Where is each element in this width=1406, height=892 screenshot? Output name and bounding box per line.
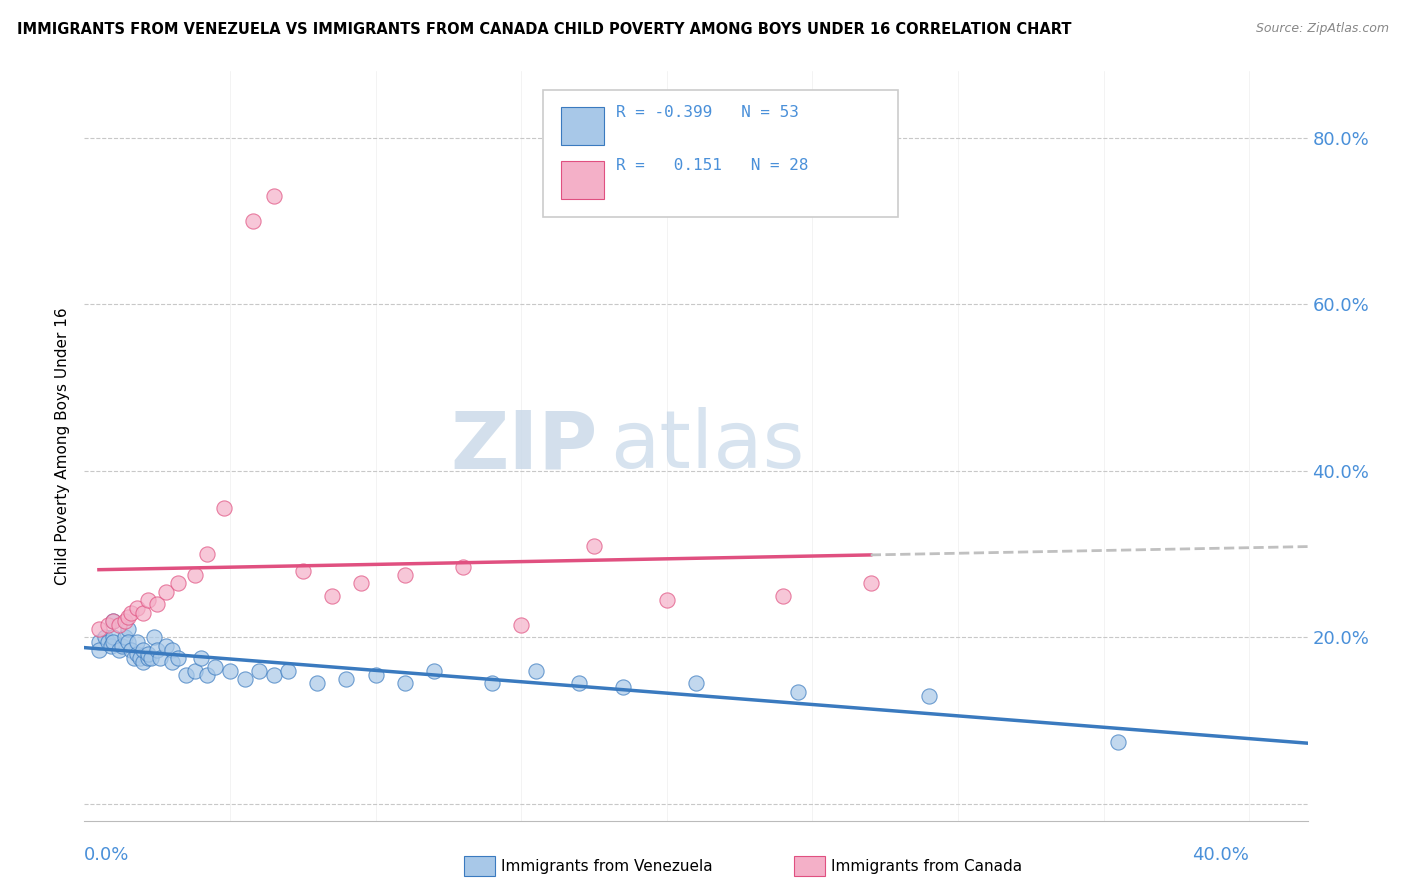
- Point: [125, 634, 148, 648]
- Point: [335, 672, 357, 686]
- Point: [120, 606, 142, 620]
- Point: [174, 668, 197, 682]
- Point: [160, 643, 183, 657]
- Point: [190, 651, 212, 665]
- Point: [195, 547, 218, 561]
- Point: [233, 672, 256, 686]
- Point: [918, 689, 941, 703]
- Bar: [561, 161, 605, 199]
- Point: [155, 584, 177, 599]
- Point: [108, 618, 131, 632]
- Point: [481, 676, 503, 690]
- Point: [685, 676, 707, 690]
- Point: [143, 631, 166, 645]
- Point: [138, 593, 160, 607]
- Point: [655, 593, 678, 607]
- Point: [131, 643, 153, 657]
- Point: [166, 651, 188, 665]
- Text: R = -0.399   N = 53: R = -0.399 N = 53: [616, 105, 800, 120]
- Point: [166, 576, 188, 591]
- Point: [307, 676, 329, 690]
- Bar: [561, 107, 605, 145]
- Point: [87, 622, 110, 636]
- Point: [184, 664, 207, 678]
- Point: [583, 539, 606, 553]
- Point: [103, 614, 125, 628]
- Text: 0.0%: 0.0%: [84, 846, 129, 863]
- Point: [394, 676, 416, 690]
- Point: [204, 659, 226, 673]
- Point: [114, 631, 136, 645]
- Point: [451, 559, 474, 574]
- Point: [117, 609, 139, 624]
- Point: [321, 589, 343, 603]
- Point: [111, 639, 134, 653]
- Point: [219, 664, 242, 678]
- Point: [277, 664, 299, 678]
- Point: [97, 618, 120, 632]
- Point: [125, 647, 148, 661]
- Point: [131, 606, 153, 620]
- Point: [114, 614, 136, 628]
- Point: [87, 643, 110, 657]
- Point: [155, 639, 177, 653]
- Text: IMMIGRANTS FROM VENEZUELA VS IMMIGRANTS FROM CANADA CHILD POVERTY AMONG BOYS UND: IMMIGRANTS FROM VENEZUELA VS IMMIGRANTS …: [17, 22, 1071, 37]
- Text: ZIP: ZIP: [451, 407, 598, 485]
- Point: [93, 631, 115, 645]
- Point: [100, 639, 122, 653]
- Text: Immigrants from Venezuela: Immigrants from Venezuela: [501, 859, 713, 873]
- Text: Source: ZipAtlas.com: Source: ZipAtlas.com: [1256, 22, 1389, 36]
- Point: [510, 618, 533, 632]
- Text: Immigrants from Canada: Immigrants from Canada: [831, 859, 1022, 873]
- Point: [87, 634, 110, 648]
- Point: [160, 656, 183, 670]
- Point: [568, 676, 591, 690]
- Point: [117, 634, 139, 648]
- Point: [103, 631, 125, 645]
- Point: [242, 214, 264, 228]
- Point: [364, 668, 387, 682]
- Point: [787, 684, 810, 698]
- Point: [263, 189, 285, 203]
- Point: [141, 651, 163, 665]
- Point: [103, 634, 125, 648]
- Point: [131, 656, 153, 670]
- Point: [394, 568, 416, 582]
- Point: [423, 664, 446, 678]
- Point: [120, 643, 142, 657]
- Point: [149, 651, 172, 665]
- Y-axis label: Child Poverty Among Boys Under 16: Child Poverty Among Boys Under 16: [55, 307, 70, 585]
- Text: atlas: atlas: [610, 407, 804, 485]
- Point: [291, 564, 314, 578]
- Point: [612, 681, 634, 695]
- Point: [138, 647, 160, 661]
- Point: [125, 601, 148, 615]
- Point: [212, 501, 235, 516]
- Point: [146, 643, 169, 657]
- Point: [128, 651, 150, 665]
- FancyBboxPatch shape: [543, 90, 898, 218]
- Point: [108, 643, 131, 657]
- Point: [97, 634, 120, 648]
- Point: [859, 576, 882, 591]
- Point: [146, 597, 169, 611]
- Point: [350, 576, 373, 591]
- Text: 40.0%: 40.0%: [1192, 846, 1250, 863]
- Point: [138, 651, 160, 665]
- Point: [117, 622, 139, 636]
- Text: R =   0.151   N = 28: R = 0.151 N = 28: [616, 158, 808, 172]
- Point: [184, 568, 207, 582]
- Point: [247, 664, 270, 678]
- Point: [772, 589, 794, 603]
- Point: [103, 614, 125, 628]
- Point: [524, 664, 547, 678]
- Point: [263, 668, 285, 682]
- Point: [122, 651, 145, 665]
- Point: [1107, 734, 1129, 748]
- Point: [195, 668, 218, 682]
